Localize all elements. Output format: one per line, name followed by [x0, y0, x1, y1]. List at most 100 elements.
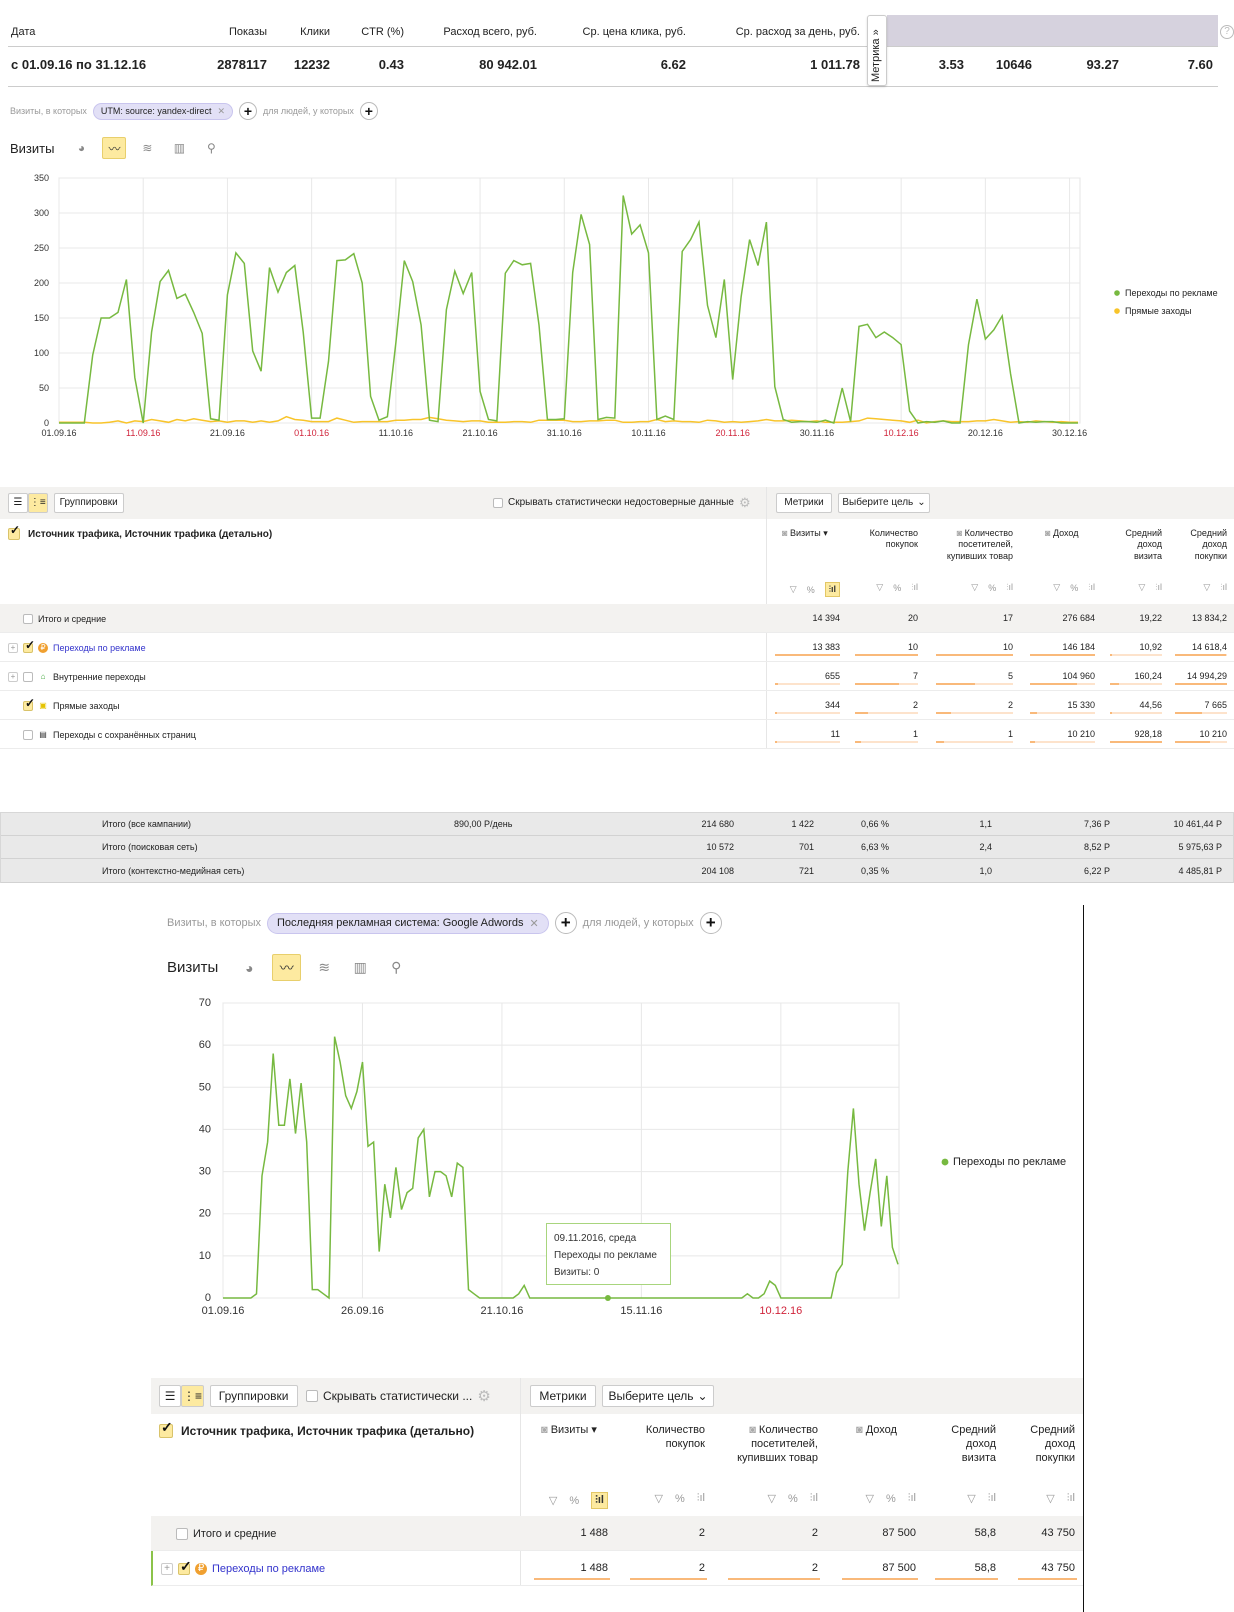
column-header[interactable]: ◙ Доход [856, 1424, 916, 1438]
row-link[interactable]: Переходы по рекламе [212, 1562, 326, 1575]
add-people-condition-button[interactable]: + [359, 102, 378, 120]
checkbox-checked[interactable] [23, 696, 35, 711]
bar-chart-icon[interactable]: ⫶ıl [1155, 582, 1162, 592]
filter-icon[interactable]: ▽ [865, 1493, 874, 1505]
percent-icon[interactable]: % [569, 1494, 580, 1507]
filter-icon[interactable]: ▽ [789, 584, 797, 594]
bar-chart-icon[interactable]: ⫶ıl [591, 1492, 608, 1509]
help-icon[interactable]: ◙ [956, 528, 965, 538]
column-header[interactable]: Средний доход визита [1108, 528, 1162, 562]
help-icon[interactable]: ◙ [782, 528, 790, 538]
percent-icon[interactable]: % [674, 1492, 685, 1505]
bar-chart-icon[interactable]: ▥ [353, 959, 367, 975]
bar-chart-icon[interactable]: ⫶ıl [1088, 582, 1095, 592]
bar-chart-icon[interactable]: ⫶ıl [1006, 582, 1013, 592]
percent-icon[interactable]: % [806, 584, 815, 595]
filter-icon[interactable]: ▽ [971, 582, 979, 592]
bar-chart-icon[interactable]: ⫶ıl [907, 1492, 916, 1504]
checkbox-checked[interactable] [8, 523, 20, 540]
goal-select[interactable]: Выберите цель ⌄ [602, 1384, 714, 1408]
checkbox-checked[interactable] [178, 1558, 192, 1575]
help-icon[interactable]: ◙ [856, 1424, 866, 1436]
table-row[interactable]: + ₽ Переходы по рекламе 1 488 2 2 87 500 58,8 43… [151, 1551, 1083, 1586]
filter-icon[interactable]: ▽ [1203, 582, 1211, 592]
list-view-button[interactable]: ☰ [159, 1384, 182, 1408]
gear-icon[interactable]: ⚙ [477, 1387, 491, 1405]
column-header[interactable]: ◙ Количество посетителей, купивших товар [941, 528, 1013, 562]
map-pin-icon[interactable]: ⚲ [207, 141, 216, 155]
pie-chart-icon[interactable]: ◕ [245, 959, 254, 976]
bar-chart-icon[interactable]: ⫶ıl [987, 1492, 996, 1504]
column-header[interactable]: ◙ Визиты ▾ [541, 1424, 608, 1438]
checkbox[interactable] [23, 613, 33, 624]
checkbox[interactable] [493, 497, 503, 508]
filter-icon[interactable]: ▽ [548, 1495, 558, 1507]
checkbox[interactable] [23, 729, 33, 740]
table-row[interactable]: ▣ Прямые заходы 344 2 2 15 330 44,56 7 665 [0, 691, 1234, 720]
metrics-button[interactable]: Метрики [776, 493, 832, 513]
row-link[interactable]: Переходы по рекламе [53, 642, 146, 653]
expand-icon[interactable]: + [8, 671, 18, 682]
help-icon[interactable]: ◙ [1045, 528, 1053, 538]
percent-icon[interactable]: % [988, 582, 997, 593]
column-header[interactable]: Средний доход покупки [1176, 528, 1227, 562]
pie-chart-icon[interactable]: ◕ [77, 141, 86, 155]
add-visit-condition-button[interactable]: + [239, 102, 257, 120]
percent-icon[interactable]: % [1070, 582, 1079, 593]
column-header[interactable]: Количество покупок [628, 1424, 705, 1452]
tree-view-button[interactable]: ⋮≡ [27, 493, 48, 513]
tree-view-button[interactable]: ⋮≡ [181, 1384, 204, 1408]
list-view-button[interactable]: ☰ [8, 493, 28, 513]
line-chart-icon[interactable]: 〰 [272, 954, 302, 981]
help-icon[interactable]: ? [1220, 25, 1234, 39]
column-header[interactable]: Средний доход визита [935, 1424, 996, 1465]
bar-chart-icon[interactable]: ⫶ıl [1066, 1492, 1075, 1504]
groupings-button[interactable]: Группировки [53, 493, 124, 513]
area-chart-icon[interactable]: ≋ [142, 141, 153, 155]
area-chart-icon[interactable]: ≋ [318, 959, 331, 975]
metrics-button[interactable]: Метрики [530, 1384, 596, 1408]
checkbox-checked[interactable] [23, 638, 35, 653]
expand-icon[interactable]: + [161, 1562, 173, 1575]
map-pin-icon[interactable]: ⚲ [391, 959, 402, 975]
percent-icon[interactable]: % [787, 1492, 798, 1505]
column-header[interactable]: Средний доход покупки [1014, 1424, 1075, 1465]
bar-chart-icon[interactable]: ⫶ıl [911, 582, 918, 592]
column-header[interactable]: ◙ Количество посетителей, купивших товар [727, 1424, 818, 1465]
checkbox[interactable] [306, 1389, 318, 1402]
filter-icon[interactable]: ▽ [1053, 582, 1061, 592]
filter-chip[interactable]: Последняя рекламная система: Google Adwo… [267, 912, 549, 934]
dimension-header[interactable]: Источник трафика, Источник трафика (дета… [8, 523, 272, 540]
help-icon[interactable]: ◙ [749, 1424, 759, 1436]
column-header[interactable]: Количество покупок [855, 528, 918, 551]
filter-icon[interactable]: ▽ [1046, 1493, 1055, 1505]
bar-chart-icon[interactable]: ⫶ıl [824, 582, 840, 597]
filter-icon[interactable]: ▽ [876, 582, 884, 592]
help-icon[interactable]: ◙ [541, 1424, 551, 1436]
filter-icon[interactable]: ▽ [654, 1493, 663, 1505]
close-icon[interactable]: ✕ [217, 105, 225, 116]
add-people-condition-button[interactable]: + [699, 912, 722, 934]
column-header[interactable]: ◙ Доход [1045, 528, 1095, 539]
column-header[interactable]: ◙ Визиты ▾ [782, 528, 840, 539]
percent-icon[interactable]: % [893, 582, 902, 593]
dimension-header[interactable]: Источник трафика, Источник трафика (дета… [159, 1419, 474, 1438]
metrika-tab[interactable]: Метрика » [867, 15, 887, 86]
expand-icon[interactable]: + [8, 642, 18, 653]
filter-chip[interactable]: UTM: source: yandex-direct ✕ [92, 102, 233, 120]
bar-chart-icon[interactable]: ⫶ıl [809, 1492, 818, 1504]
filter-icon[interactable]: ▽ [967, 1493, 976, 1505]
checkbox[interactable] [176, 1527, 188, 1540]
filter-icon[interactable]: ▽ [1138, 582, 1146, 592]
filter-icon[interactable]: ▽ [767, 1493, 776, 1505]
hide-unreliable-toggle[interactable]: Скрывать статистически недостоверные дан… [493, 493, 751, 513]
add-visit-condition-button[interactable]: + [554, 912, 577, 934]
checkbox-checked[interactable] [159, 1419, 173, 1438]
table-row[interactable]: + ₽ Переходы по рекламе 13 383 10 10 146 184 10… [0, 633, 1234, 662]
close-icon[interactable]: ✕ [529, 917, 539, 930]
hide-unreliable-toggle[interactable]: Скрывать статистически ... ⚙ [306, 1385, 491, 1407]
gear-icon[interactable]: ⚙ [738, 494, 751, 510]
table-row[interactable]: + ⌂ Внутренние переходы 655 7 5 104 960 160,24 1… [0, 662, 1234, 691]
table-row[interactable]: ▤ Переходы с сохранённых страниц 11 1 1 10 21… [0, 720, 1234, 749]
checkbox[interactable] [23, 671, 33, 682]
